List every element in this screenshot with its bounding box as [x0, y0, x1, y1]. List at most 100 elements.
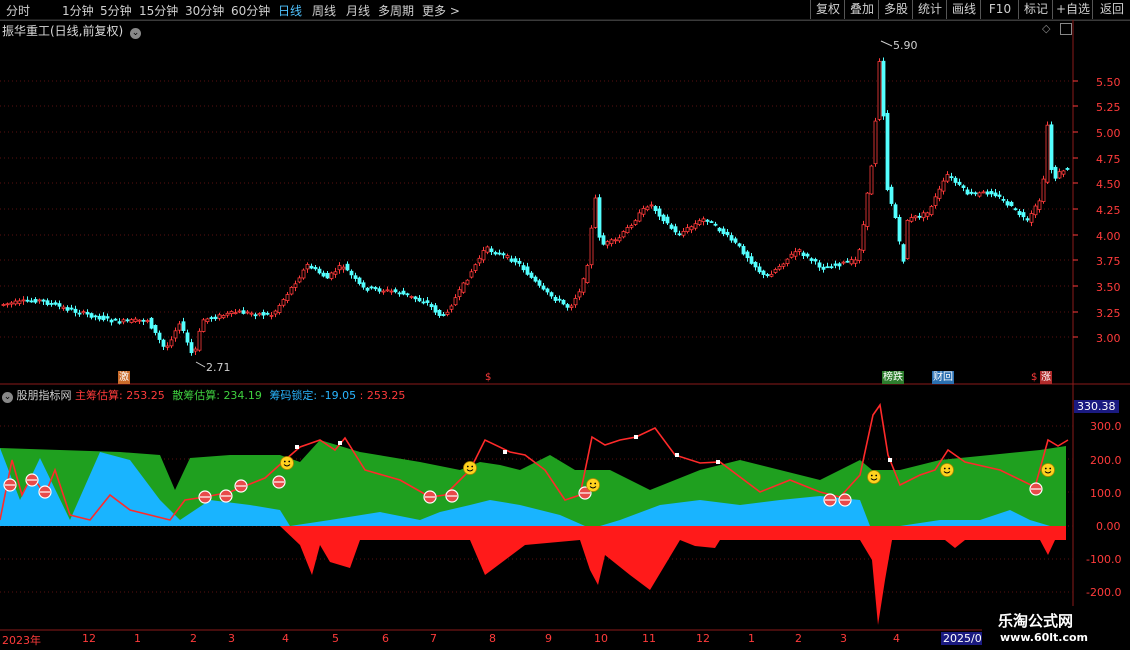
candle-body	[1049, 124, 1054, 170]
candle-body	[217, 314, 222, 319]
ind-y-tick: 100.0	[1090, 487, 1122, 500]
candle-body	[625, 227, 630, 234]
y-tick: 3.50	[1096, 281, 1121, 294]
candle-body	[865, 192, 870, 227]
candle-body	[845, 260, 850, 263]
candle-body	[985, 191, 990, 195]
candle-body	[829, 266, 834, 269]
window-toggle-icon[interactable]	[1060, 23, 1072, 35]
candle-body	[117, 321, 122, 324]
candle-body	[229, 311, 234, 315]
multi-stock-button[interactable]: 多股	[878, 0, 913, 19]
extra-value: : 253.25	[359, 389, 406, 402]
candle-body	[921, 212, 926, 219]
event-badge[interactable]: 涨	[1040, 371, 1052, 384]
candle-body	[321, 272, 326, 277]
smiley-eye	[1049, 467, 1052, 470]
period-tab-weekly[interactable]: 周线	[312, 4, 337, 18]
chevron-down-icon[interactable]: ⌄	[130, 28, 142, 39]
candle-body	[653, 206, 658, 212]
period-tab-30min[interactable]: 30分钟	[185, 4, 225, 18]
add-watchlist-button[interactable]: +自选	[1052, 0, 1093, 19]
peak-marker	[716, 460, 720, 464]
candle-body	[893, 204, 898, 218]
candle-body	[925, 212, 930, 217]
candle-body	[997, 194, 1002, 197]
low-marker-line	[195, 361, 206, 368]
candle-body	[129, 319, 134, 323]
draw-line-button[interactable]: 画线	[946, 0, 981, 19]
period-tab-daily[interactable]: 日线	[278, 4, 303, 18]
candle-body	[961, 185, 966, 188]
f10-button[interactable]: F10	[980, 0, 1019, 19]
candle-body	[733, 238, 738, 243]
event-badge[interactable]: $	[1031, 372, 1038, 383]
candle-body	[61, 306, 66, 309]
period-tab-1min[interactable]: 1分钟	[62, 4, 94, 18]
candle-body	[949, 176, 954, 179]
candle-body	[13, 300, 18, 305]
event-badge[interactable]: 激	[118, 371, 130, 384]
gear-icon[interactable]: ⌄	[2, 392, 13, 403]
period-tab-more[interactable]: 更多 >	[422, 4, 460, 18]
current-value-box: 330.38	[1074, 400, 1119, 413]
event-badge[interactable]: $	[485, 372, 492, 383]
date-label: 12	[82, 632, 96, 645]
candle-body	[305, 264, 310, 270]
candle-body	[705, 219, 710, 222]
candle-body	[933, 196, 938, 206]
candle-body	[609, 239, 614, 245]
candle-body	[29, 300, 34, 303]
smiley-signal-icon	[280, 456, 294, 470]
fuquan-button[interactable]: 复权	[810, 0, 845, 19]
overlay-button[interactable]: 叠加	[844, 0, 879, 19]
period-tab-15min[interactable]: 15分钟	[139, 4, 179, 18]
watermark-url: www.60lt.com	[1000, 631, 1089, 644]
candle-body	[577, 291, 582, 298]
candle-body	[517, 260, 522, 264]
candle-body	[533, 276, 538, 282]
period-tab-5min[interactable]: 5分钟	[100, 4, 132, 18]
diamond-icon[interactable]: ◇	[1042, 22, 1051, 35]
candle-body	[781, 263, 786, 267]
period-tab-60min[interactable]: 60分钟	[231, 4, 271, 18]
candle-body	[289, 286, 294, 295]
candle-body	[417, 297, 422, 302]
period-tab-multi[interactable]: 多周期	[378, 4, 415, 18]
candle-body	[109, 319, 114, 323]
candle-body	[337, 265, 342, 271]
smiley-mouth	[466, 469, 474, 472]
watermark-box	[982, 606, 1130, 650]
candle-body	[601, 235, 606, 245]
stats-button[interactable]: 统计	[912, 0, 947, 19]
high-price-label: 5.90	[893, 39, 918, 52]
candle-body	[581, 278, 586, 293]
period-tab-fenshi[interactable]: 分时	[6, 4, 31, 18]
candle-body	[265, 312, 270, 315]
smiley-mouth	[870, 478, 878, 481]
candle-body	[953, 177, 958, 183]
event-badge[interactable]: 财回	[932, 371, 954, 384]
candle-body	[793, 251, 798, 257]
peak-marker	[295, 445, 299, 449]
candle-body	[69, 307, 74, 310]
candle-body	[977, 192, 982, 197]
smiley-eye	[1044, 467, 1047, 470]
candle-body	[549, 292, 554, 297]
candle-body	[293, 283, 298, 288]
candle-body	[709, 221, 714, 223]
watermark-title: 乐淘公式网	[998, 612, 1074, 630]
mark-button[interactable]: 标记	[1018, 0, 1053, 19]
lock-chips-value: -19.05	[320, 389, 357, 402]
peak-marker	[503, 450, 507, 454]
candle-body	[573, 297, 578, 306]
candle-body	[45, 300, 50, 305]
candle-body	[413, 296, 418, 300]
candle-body	[877, 61, 882, 120]
period-tab-monthly[interactable]: 月线	[346, 4, 371, 18]
candle-body	[509, 258, 514, 262]
candle-body	[17, 300, 22, 304]
event-badge[interactable]: 榜跌	[882, 371, 904, 384]
back-button[interactable]: 返回	[1092, 0, 1130, 19]
